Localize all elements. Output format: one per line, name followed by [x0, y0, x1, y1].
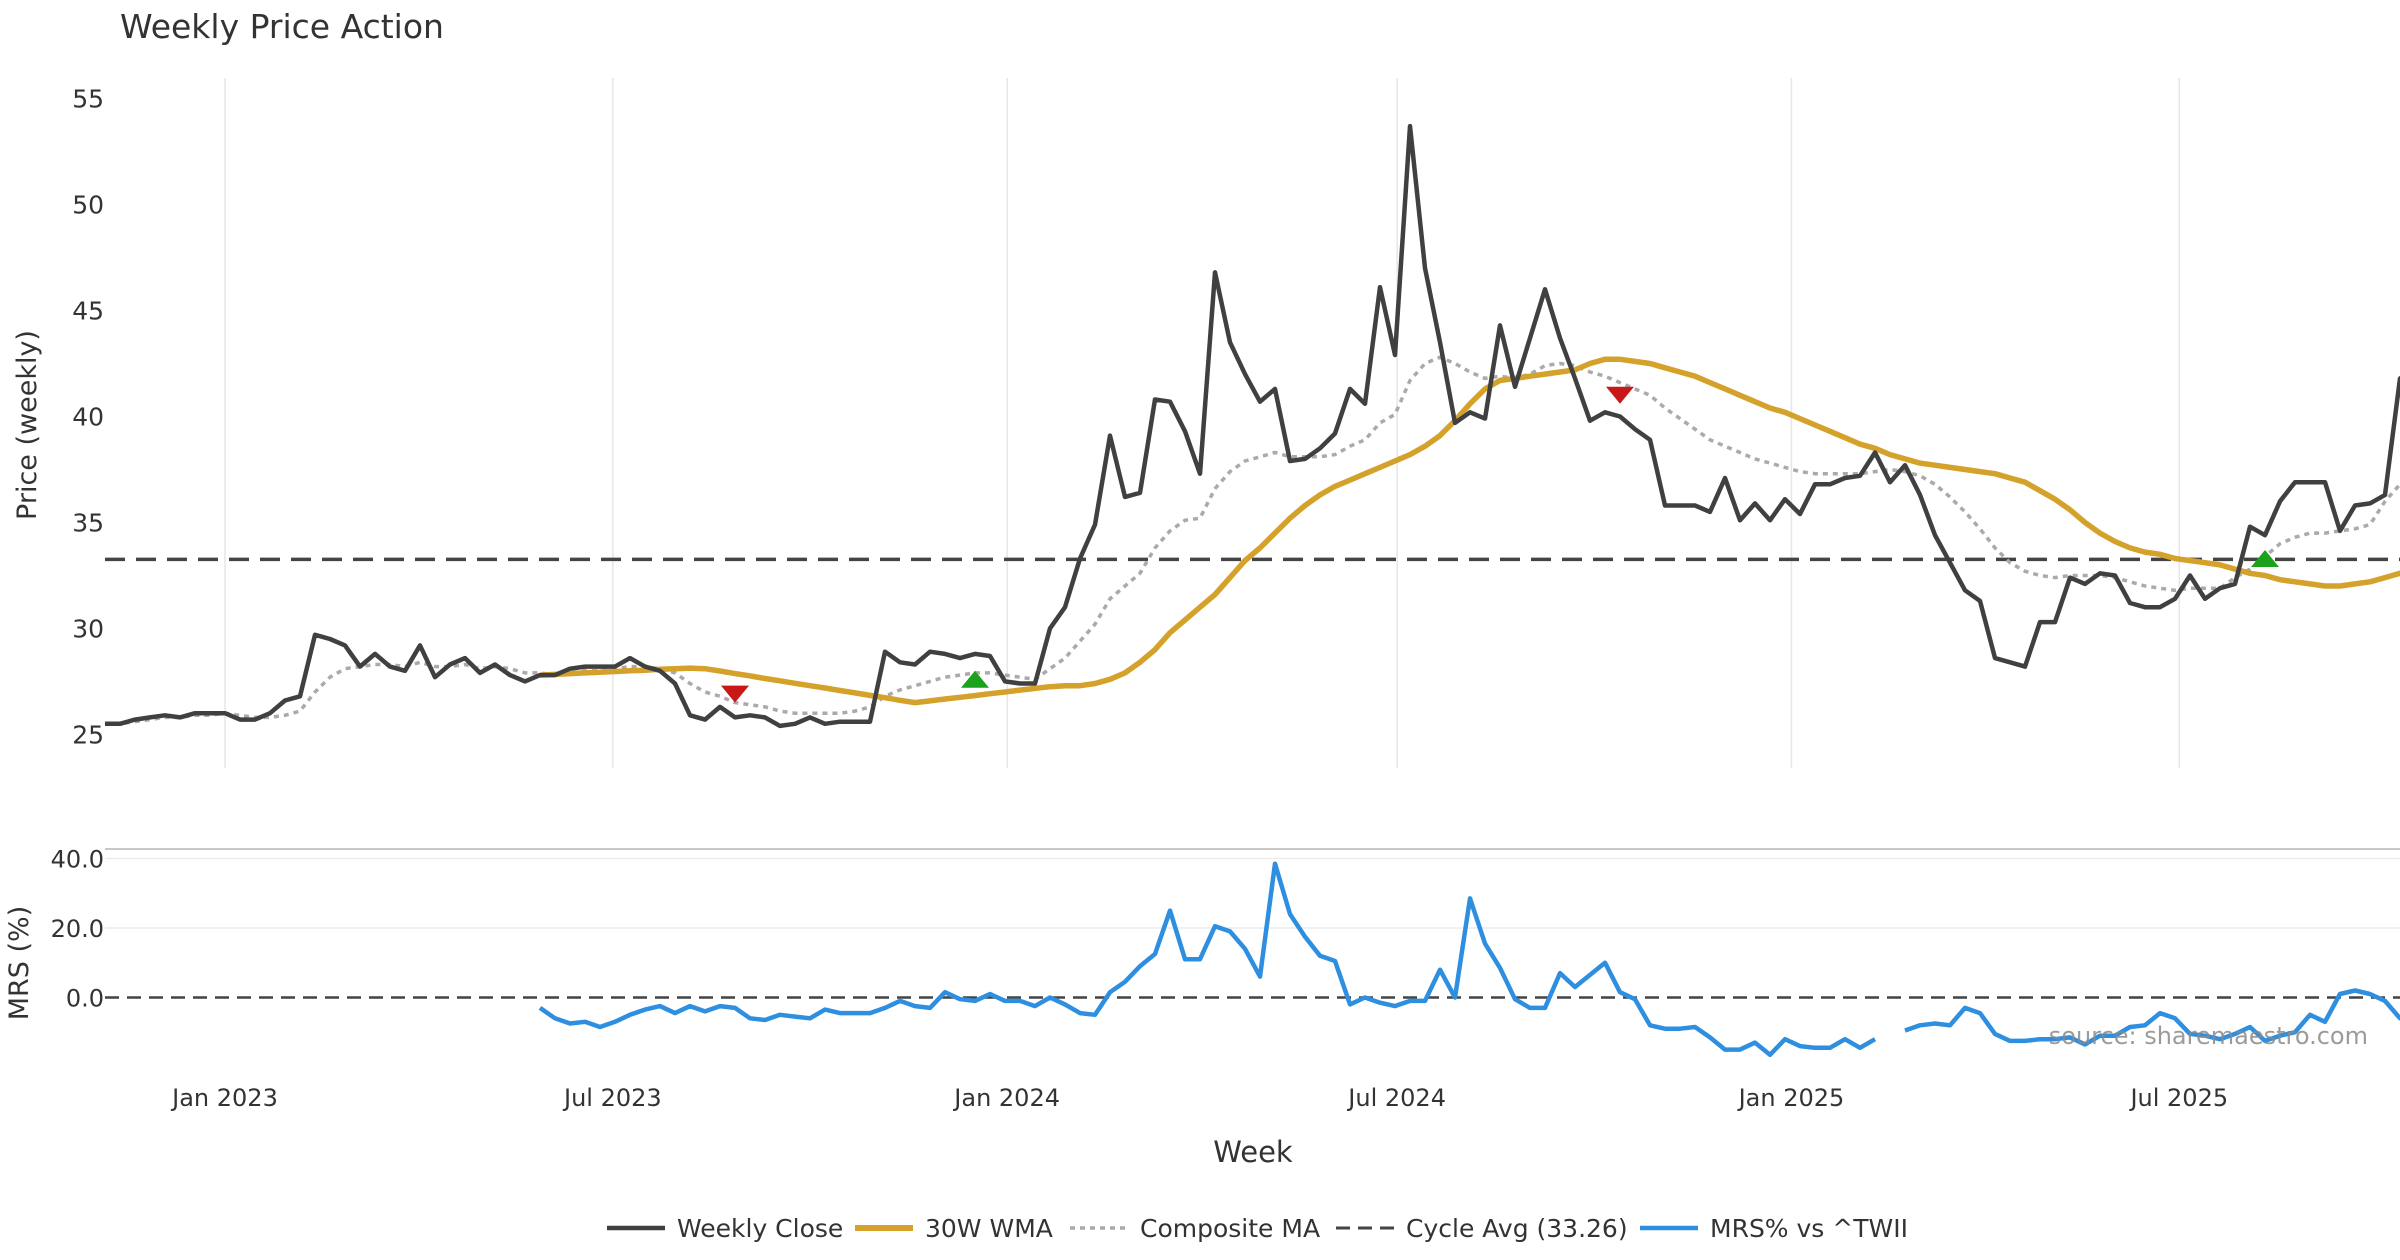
mrs-y-tick-label: 20.0 — [51, 915, 104, 943]
sell-signal-marker — [1606, 386, 1634, 404]
x-tick-label: Jan 2025 — [1737, 1084, 1845, 1112]
wma-30w-line — [539, 356, 2400, 706]
legend-item-wma: 30W WMA — [855, 1214, 1053, 1243]
source-text: source: sharemaestro.com — [2049, 1022, 2368, 1050]
legend: Weekly Close 30W WMA Composite MA Cycle Avg… — [607, 1214, 1908, 1243]
mrs-panel: 0.0 20.0 40.0 MRS (%) source: sharemaestro… — [4, 845, 2400, 1058]
legend-label: Composite MA — [1140, 1214, 1320, 1243]
chart-title: Weekly Price Action — [120, 7, 444, 46]
composite-ma-line — [105, 355, 2400, 726]
mrs-line — [538, 861, 2400, 1058]
price-gridlines — [224, 78, 2181, 768]
x-tick-label: Jul 2025 — [2128, 1084, 2228, 1112]
x-tick-label: Jul 2024 — [1346, 1084, 1446, 1112]
legend-label: MRS% vs ^TWII — [1710, 1214, 1908, 1243]
price-y-tick-label: 25 — [72, 720, 104, 749]
legend-item-weekly-close: Weekly Close — [607, 1214, 843, 1243]
x-tick-label: Jul 2023 — [562, 1084, 662, 1112]
mrs-y-axis-label: MRS (%) — [4, 906, 35, 1021]
weekly-close-line — [105, 123, 2400, 729]
mrs-gridlines — [105, 857, 2400, 929]
price-y-axis: 25 30 35 40 45 50 55 — [72, 85, 104, 750]
buy-signal-marker — [2251, 549, 2279, 567]
x-axis-label: Week — [1213, 1135, 1293, 1169]
signal-markers — [721, 386, 2279, 703]
legend-item-mrs: MRS% vs ^TWII — [1640, 1214, 1908, 1243]
sell-signal-marker — [721, 685, 749, 703]
legend-label: Cycle Avg (33.26) — [1406, 1214, 1628, 1243]
x-tick-label: Jan 2024 — [952, 1084, 1060, 1112]
price-y-tick-label: 50 — [72, 191, 104, 220]
legend-label: Weekly Close — [677, 1214, 843, 1243]
buy-signal-marker — [961, 670, 989, 688]
legend-item-cycle-avg: Cycle Avg (33.26) — [1336, 1214, 1628, 1243]
mrs-y-tick-label: 0.0 — [66, 984, 104, 1012]
price-y-tick-label: 45 — [72, 297, 104, 326]
price-y-axis-label: Price (weekly) — [12, 330, 43, 520]
price-panel: 25 30 35 40 45 50 55 Price (weekly) — [12, 78, 2400, 768]
mrs-y-tick-label: 40.0 — [51, 845, 104, 873]
price-y-tick-label: 35 — [72, 508, 104, 537]
price-y-tick-label: 55 — [72, 85, 104, 114]
x-axis: Jan 2023 Jul 2023 Jan 2024 Jul 2024 Jan 2025… — [170, 1084, 2228, 1112]
price-y-tick-label: 40 — [72, 403, 104, 432]
price-y-tick-label: 30 — [72, 614, 104, 643]
mrs-y-axis: 0.0 20.0 40.0 — [51, 845, 104, 1012]
legend-item-composite-ma: Composite MA — [1070, 1214, 1320, 1243]
x-tick-label: Jan 2023 — [170, 1084, 278, 1112]
legend-label: 30W WMA — [925, 1214, 1053, 1243]
